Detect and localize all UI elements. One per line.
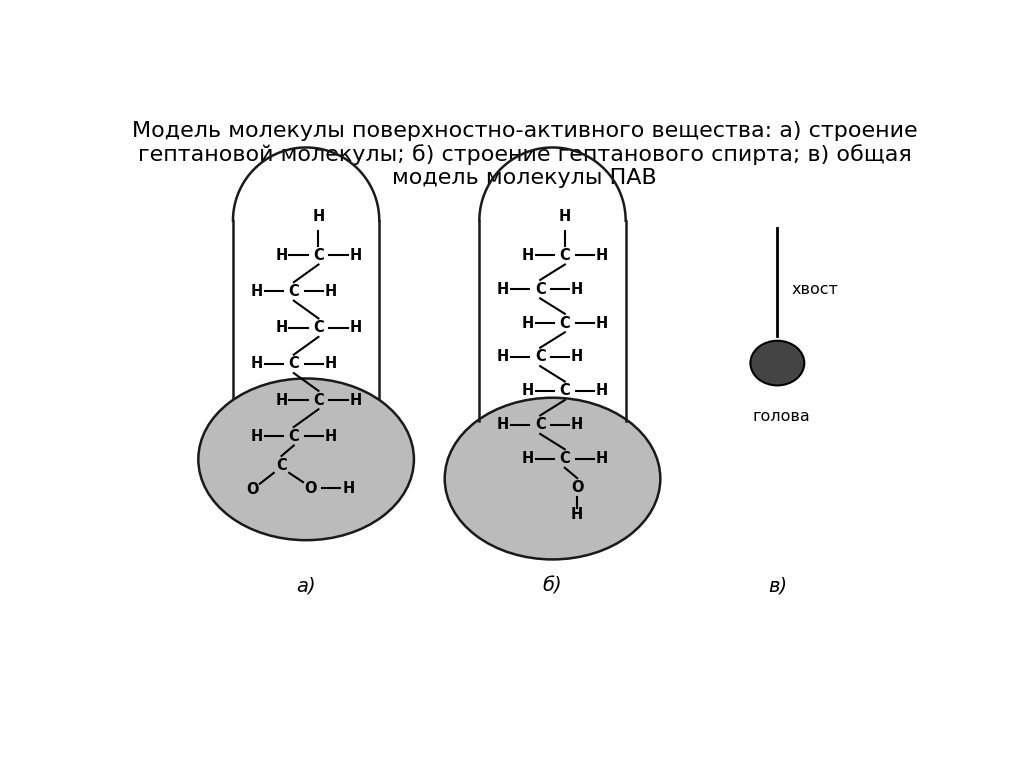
- Text: C: C: [313, 248, 324, 263]
- Text: H: H: [522, 315, 534, 331]
- Text: H: H: [312, 209, 325, 225]
- Text: H: H: [571, 507, 584, 522]
- Text: H: H: [596, 451, 608, 466]
- Text: C: C: [535, 350, 546, 364]
- Text: C: C: [535, 281, 546, 297]
- Text: Модель молекулы поверхностно-активного вещества: а) строение
гептановой молекулы: Модель молекулы поверхностно-активного в…: [132, 120, 918, 188]
- Text: H: H: [325, 284, 337, 299]
- Text: H: H: [251, 429, 263, 444]
- Text: H: H: [571, 350, 584, 364]
- Text: C: C: [559, 248, 570, 263]
- Text: H: H: [497, 281, 509, 297]
- Text: H: H: [275, 393, 288, 407]
- Text: а): а): [296, 577, 316, 596]
- Text: H: H: [251, 357, 263, 371]
- Text: в): в): [768, 577, 786, 596]
- Text: O: O: [246, 482, 258, 497]
- Text: C: C: [559, 315, 570, 331]
- Text: H: H: [343, 481, 355, 495]
- Text: H: H: [325, 357, 337, 371]
- Text: C: C: [313, 393, 324, 407]
- Text: C: C: [559, 451, 570, 466]
- Text: H: H: [596, 248, 608, 263]
- Text: C: C: [289, 357, 299, 371]
- Text: C: C: [276, 458, 287, 472]
- Ellipse shape: [751, 341, 804, 385]
- Text: H: H: [596, 315, 608, 331]
- Text: O: O: [304, 481, 317, 495]
- Text: H: H: [596, 384, 608, 398]
- Ellipse shape: [199, 378, 414, 540]
- Text: H: H: [571, 281, 584, 297]
- Text: H: H: [497, 350, 509, 364]
- Text: H: H: [275, 248, 288, 263]
- Ellipse shape: [444, 398, 660, 559]
- Text: C: C: [535, 417, 546, 432]
- Text: хвост: хвост: [792, 282, 838, 298]
- Text: C: C: [313, 320, 324, 335]
- Text: б): б): [543, 577, 562, 596]
- Text: C: C: [559, 384, 570, 398]
- Text: H: H: [571, 417, 584, 432]
- Text: H: H: [349, 320, 361, 335]
- Text: O: O: [571, 480, 584, 495]
- Text: H: H: [275, 320, 288, 335]
- Text: H: H: [325, 429, 337, 444]
- Text: H: H: [559, 209, 571, 225]
- Polygon shape: [233, 147, 379, 398]
- Text: H: H: [349, 393, 361, 407]
- Text: H: H: [522, 451, 534, 466]
- Text: H: H: [497, 417, 509, 432]
- Text: H: H: [349, 248, 361, 263]
- Text: H: H: [251, 284, 263, 299]
- Text: голова: голова: [753, 410, 810, 424]
- Text: C: C: [289, 284, 299, 299]
- Text: H: H: [522, 384, 534, 398]
- Polygon shape: [479, 147, 626, 421]
- Text: H: H: [522, 248, 534, 263]
- Text: C: C: [289, 429, 299, 444]
